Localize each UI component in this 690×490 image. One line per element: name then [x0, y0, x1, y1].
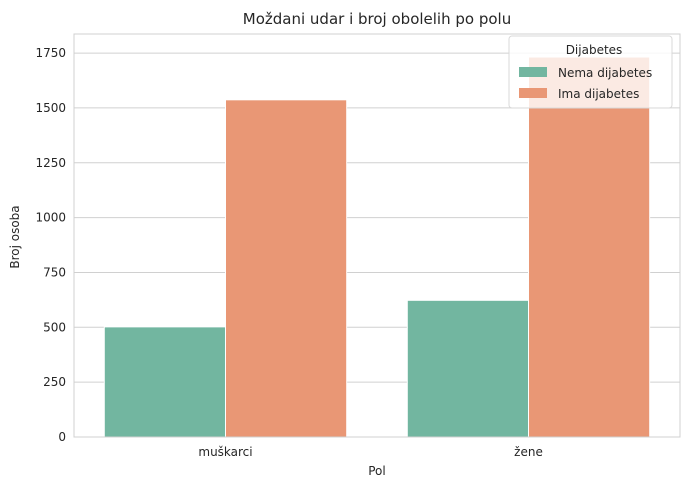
bar-ima-dijabetes — [528, 56, 651, 438]
y-tick-label: 1750 — [35, 46, 66, 60]
y-tick-label: 1500 — [35, 101, 66, 115]
legend-items: Nema dijabetes Ima dijabetes — [519, 66, 652, 101]
plot-area-frame — [73, 33, 681, 438]
y-axis-label: Broj osoba — [8, 205, 22, 268]
bar-nema-dijabetes — [406, 299, 529, 438]
legend-title: Dijabetes — [566, 43, 623, 57]
legend-box — [508, 35, 673, 109]
legend: Dijabetes Nema dijabetes Ima dijabetes — [508, 35, 673, 109]
y-tick-label: 1250 — [35, 156, 66, 170]
y-tick-labels: 0 250 500 750 1000 1250 1500 1750 — [35, 46, 66, 444]
x-axis-label: Pol — [368, 464, 385, 478]
bars — [103, 56, 651, 438]
legend-label: Ima dijabetes — [558, 87, 639, 101]
x-tick-labels: muškarci žene — [198, 445, 542, 459]
bar-ima-dijabetes — [225, 99, 348, 438]
y-tick-label: 250 — [43, 375, 66, 389]
legend-swatch — [519, 67, 547, 77]
x-tick-label: žene — [514, 445, 543, 459]
x-tick-label: muškarci — [198, 445, 252, 459]
legend-swatch — [519, 88, 547, 98]
legend-label: Nema dijabetes — [558, 66, 652, 80]
y-tick-label: 0 — [58, 430, 66, 444]
y-tick-label: 750 — [43, 265, 66, 279]
chart-title: Moždani udar i broj obolelih po polu — [243, 10, 511, 28]
y-tick-label: 1000 — [35, 211, 66, 225]
bar-nema-dijabetes — [103, 326, 226, 438]
y-tick-label: 500 — [43, 320, 66, 334]
